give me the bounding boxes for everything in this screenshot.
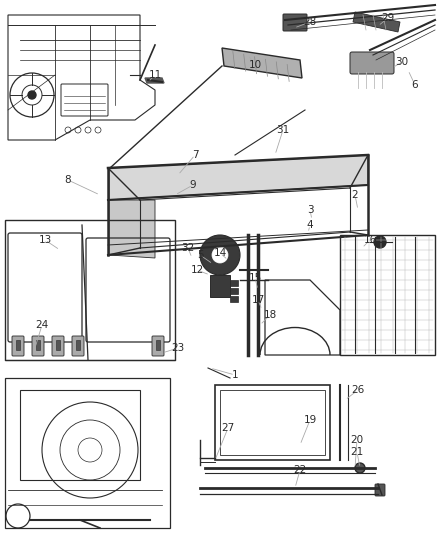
Text: 29: 29 [381, 13, 395, 23]
Text: 2: 2 [352, 190, 358, 200]
Text: 18: 18 [263, 310, 277, 320]
FancyBboxPatch shape [16, 340, 20, 350]
Text: 7: 7 [192, 150, 198, 160]
Text: 12: 12 [191, 265, 204, 275]
Text: 30: 30 [396, 57, 409, 67]
Circle shape [355, 463, 365, 473]
Text: 15: 15 [248, 273, 261, 283]
Text: 11: 11 [148, 70, 162, 80]
FancyBboxPatch shape [156, 340, 160, 350]
FancyBboxPatch shape [12, 336, 24, 356]
Text: 31: 31 [276, 125, 290, 135]
Polygon shape [109, 155, 368, 200]
FancyBboxPatch shape [32, 336, 44, 356]
FancyBboxPatch shape [152, 336, 164, 356]
Text: 20: 20 [350, 435, 364, 445]
Text: 6: 6 [412, 80, 418, 90]
Text: 21: 21 [350, 447, 364, 457]
FancyBboxPatch shape [283, 14, 307, 31]
Polygon shape [210, 275, 230, 297]
Polygon shape [230, 296, 238, 302]
FancyBboxPatch shape [36, 340, 40, 350]
Circle shape [374, 236, 386, 248]
Text: 3: 3 [307, 205, 313, 215]
Text: 13: 13 [39, 235, 52, 245]
Text: 32: 32 [181, 243, 194, 253]
Polygon shape [222, 48, 302, 78]
Circle shape [212, 247, 228, 263]
Text: 24: 24 [35, 320, 49, 330]
Text: 14: 14 [213, 248, 226, 258]
Polygon shape [230, 280, 238, 286]
Text: 22: 22 [293, 465, 307, 475]
Text: 17: 17 [251, 295, 265, 305]
Text: 1: 1 [232, 370, 238, 380]
Text: 4: 4 [307, 220, 313, 230]
Polygon shape [109, 200, 155, 258]
Text: 19: 19 [304, 415, 317, 425]
Text: 26: 26 [351, 385, 364, 395]
Polygon shape [230, 288, 238, 294]
FancyBboxPatch shape [375, 484, 385, 496]
FancyBboxPatch shape [56, 340, 60, 350]
Text: 9: 9 [190, 180, 196, 190]
FancyBboxPatch shape [72, 336, 84, 356]
FancyBboxPatch shape [76, 340, 80, 350]
Polygon shape [145, 78, 164, 83]
Text: 8: 8 [65, 175, 71, 185]
FancyBboxPatch shape [350, 52, 394, 74]
Text: 10: 10 [248, 60, 261, 70]
Polygon shape [353, 12, 400, 32]
FancyBboxPatch shape [52, 336, 64, 356]
Text: 27: 27 [221, 423, 235, 433]
Text: 16: 16 [364, 235, 377, 245]
Text: 28: 28 [304, 17, 317, 27]
Text: 23: 23 [171, 343, 185, 353]
Text: 5: 5 [197, 250, 203, 260]
Circle shape [200, 235, 240, 275]
Circle shape [28, 91, 36, 99]
